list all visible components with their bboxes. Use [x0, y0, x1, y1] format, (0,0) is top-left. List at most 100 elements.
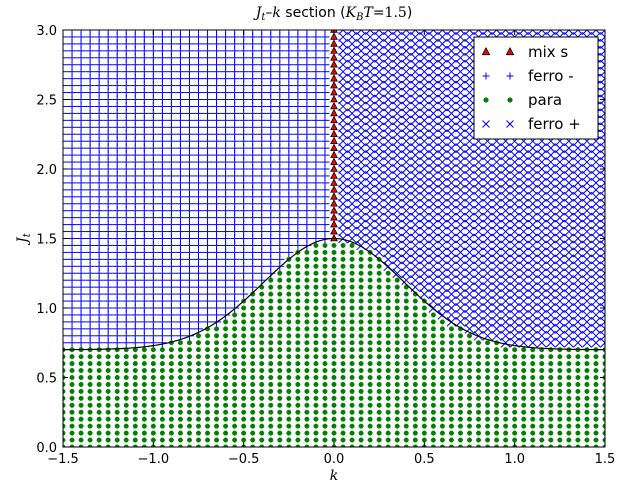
para-point — [277, 437, 283, 443]
para-point — [385, 395, 391, 401]
para-point — [476, 340, 482, 346]
para-point — [186, 347, 192, 353]
para-point — [313, 256, 319, 262]
para-point — [385, 333, 391, 339]
para-point — [186, 381, 192, 387]
para-point — [114, 368, 120, 374]
para-point — [593, 430, 599, 436]
ferro-minus-point — [63, 115, 68, 125]
para-point — [448, 395, 454, 401]
ferro-minus-point — [63, 317, 68, 327]
para-point — [295, 312, 301, 318]
para-point — [304, 284, 310, 290]
para-point — [512, 347, 518, 353]
para-point — [403, 368, 409, 374]
para-point — [367, 291, 373, 297]
para-point — [566, 354, 572, 360]
para-point — [286, 361, 292, 367]
para-point — [439, 361, 445, 367]
para-point — [295, 263, 301, 269]
para-point — [241, 361, 247, 367]
para-point — [467, 395, 473, 401]
para-point — [141, 388, 147, 394]
para-point — [548, 423, 554, 429]
para-point — [241, 319, 247, 325]
para-point — [277, 388, 283, 394]
para-point — [530, 368, 536, 374]
para-point — [331, 368, 337, 374]
para-point — [232, 423, 238, 429]
para-point — [114, 444, 120, 447]
para-point — [268, 388, 274, 394]
para-point — [385, 402, 391, 408]
para-point — [214, 416, 220, 422]
para-point — [494, 430, 500, 436]
para-point — [223, 388, 229, 394]
para-point — [485, 388, 491, 394]
para-point — [503, 368, 509, 374]
para-point — [548, 437, 554, 443]
legend-label: ferro - — [528, 67, 574, 85]
para-point — [457, 430, 463, 436]
para-point — [286, 416, 292, 422]
para-point — [394, 354, 400, 360]
para-point — [430, 402, 436, 408]
para-point — [268, 291, 274, 297]
para-point — [241, 430, 247, 436]
para-point — [557, 409, 563, 415]
para-point — [349, 312, 355, 318]
title-dash: – — [265, 5, 272, 21]
para-point — [557, 368, 563, 374]
para-point — [421, 430, 427, 436]
para-point — [358, 291, 364, 297]
ferro-minus-point — [157, 30, 167, 35]
para-point — [123, 368, 129, 374]
para-point — [322, 381, 328, 387]
para-point — [322, 354, 328, 360]
para-point — [421, 368, 427, 374]
para-point — [277, 375, 283, 381]
para-point — [277, 277, 283, 283]
para-point — [358, 333, 364, 339]
para-point — [150, 375, 156, 381]
para-point — [530, 430, 536, 436]
ferro-minus-point — [63, 268, 68, 278]
para-point — [304, 381, 310, 387]
para-point — [530, 354, 536, 360]
para-point — [286, 270, 292, 276]
para-point — [385, 409, 391, 415]
para-point — [214, 340, 220, 346]
x-axis-title: k — [330, 468, 338, 484]
para-point — [132, 444, 138, 447]
para-point — [439, 326, 445, 332]
para-point — [241, 340, 247, 346]
para-point — [114, 361, 120, 367]
para-point — [494, 361, 500, 367]
para-point — [358, 375, 364, 381]
para-point — [584, 402, 590, 408]
para-point — [439, 395, 445, 401]
para-point — [503, 437, 509, 443]
para-point — [114, 409, 120, 415]
para-point — [349, 361, 355, 367]
para-point — [286, 319, 292, 325]
para-point — [430, 347, 436, 353]
para-point — [331, 423, 337, 429]
para-point — [331, 402, 337, 408]
para-point — [186, 375, 192, 381]
para-point — [485, 423, 491, 429]
ferro-minus-point — [166, 30, 176, 35]
para-point — [358, 437, 364, 443]
ferro-minus-point — [63, 254, 68, 264]
para-point — [376, 319, 382, 325]
para-point — [141, 423, 147, 429]
para-point — [467, 381, 473, 387]
para-point — [295, 381, 301, 387]
para-point — [512, 375, 518, 381]
para-point — [295, 395, 301, 401]
para-point — [322, 326, 328, 332]
para-point — [539, 409, 545, 415]
para-point — [286, 381, 292, 387]
para-point — [376, 326, 382, 332]
para-point — [394, 409, 400, 415]
